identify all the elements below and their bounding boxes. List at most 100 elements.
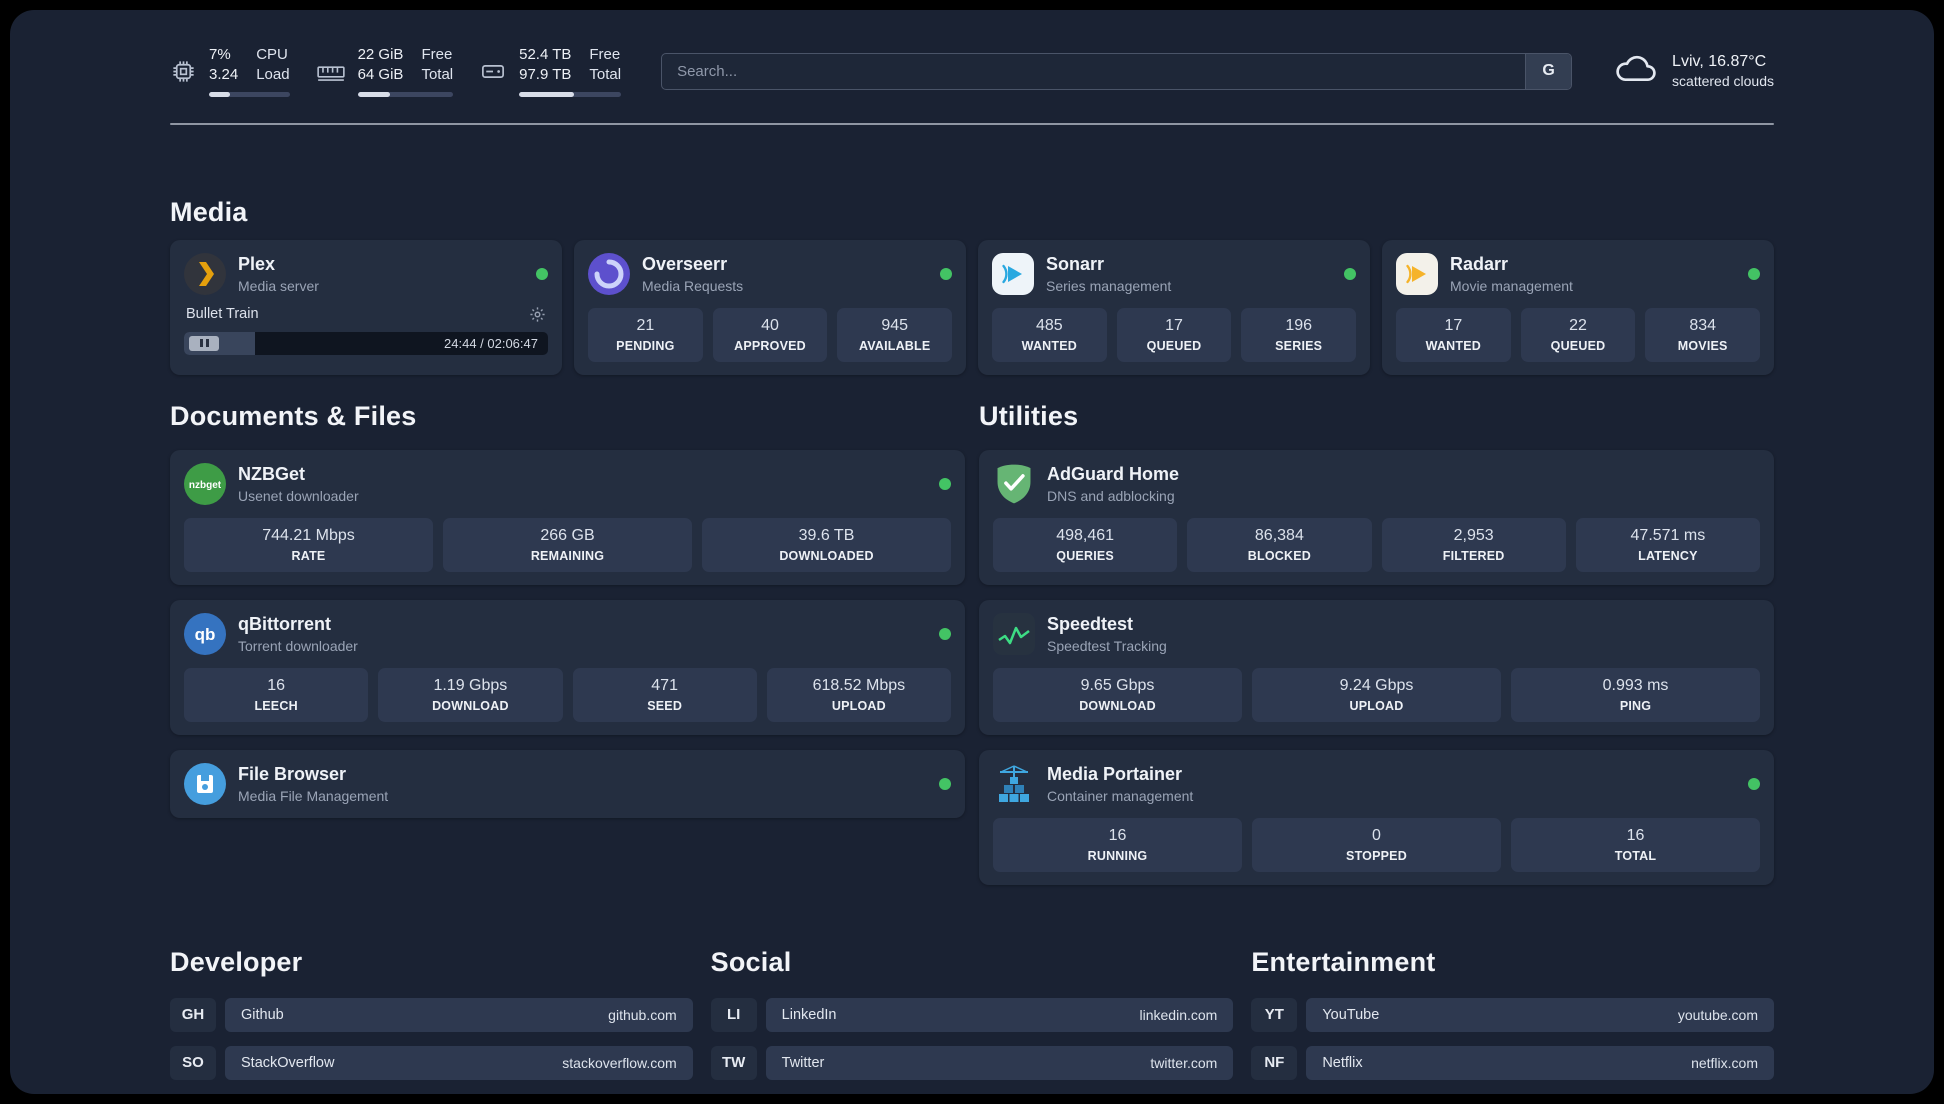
stat-label: APPROVED <box>734 338 806 353</box>
status-dot <box>1344 267 1356 280</box>
app-card-speedtest[interactable]: Speedtest Speedtest Tracking 9.65 Gbps D… <box>979 599 1774 735</box>
app-meta: Media Portainer Container management <box>1047 764 1193 804</box>
stat-label: LATENCY <box>1638 548 1698 563</box>
stat-label: QUERIES <box>1056 548 1114 563</box>
stat-latency: 47.571 ms LATENCY <box>1575 517 1760 572</box>
stat-label: WANTED <box>1425 338 1482 353</box>
utilities-cards: AdGuard Home DNS and adblocking 498,461 … <box>979 449 1774 885</box>
app-meta: Speedtest Speedtest Tracking <box>1047 614 1167 654</box>
adguard-icon <box>993 463 1035 505</box>
disk-metric: 52.4 TB Free 97.9 TB Total <box>479 46 622 97</box>
app-name: Media Portainer <box>1047 763 1183 784</box>
stats-row: 9.65 Gbps DOWNLOAD 9.24 Gbps UPLOAD 0.99… <box>993 667 1760 722</box>
app-name: qBittorrent <box>238 613 331 634</box>
app-card-plex[interactable]: Plex Media server Bullet Train <box>170 239 562 375</box>
section-social: Social LI LinkedIn linkedin.com TW Twitt… <box>710 947 1234 1095</box>
cpu-usage-bar-fill <box>209 91 230 97</box>
stat-movies: 834 MOVIES <box>1645 307 1761 362</box>
status-dot <box>1748 267 1760 280</box>
app-name: Speedtest <box>1047 613 1134 634</box>
app-meta: Overseerr Media Requests <box>642 254 743 294</box>
bookmark-name: YouTube <box>1322 1006 1380 1023</box>
stat-label: STOPPED <box>1346 848 1407 863</box>
app-card-portainer[interactable]: Media Portainer Container management 16 … <box>979 749 1774 885</box>
stat-running: 16 RUNNING <box>993 817 1242 872</box>
stat-value: 2,953 <box>1453 526 1494 544</box>
app-card-sonarr[interactable]: Sonarr Series management 485 WANTED 17 Q… <box>978 239 1370 375</box>
stat-value: 47.571 ms <box>1630 526 1706 544</box>
nzbget-icon: nzbget <box>184 462 226 505</box>
bookmark-reddit[interactable]: RE Reddit reddit.com <box>1251 1093 1774 1094</box>
disk-icon <box>479 58 507 85</box>
app-card-radarr[interactable]: Radarr Movie management 17 WANTED 22 QUE… <box>1382 239 1774 375</box>
stat-value: 498,461 <box>1056 526 1115 544</box>
stat-approved: 40 APPROVED <box>712 307 828 362</box>
stat-label: RUNNING <box>1087 848 1148 863</box>
app-card-overseerr[interactable]: Overseerr Media Requests 21 PENDING 40 A… <box>574 239 966 375</box>
cpu-load-label: Load <box>256 65 290 83</box>
bookmark-abbr: LI <box>710 997 757 1032</box>
card-header: nzbget NZBGet Usenet downloader <box>184 462 951 505</box>
stat-value: 196 <box>1285 316 1313 334</box>
bookmark-stackoverflow[interactable]: SO StackOverflow stackoverflow.com <box>170 1045 693 1080</box>
stat-label: RATE <box>291 548 326 563</box>
bookmark-youtube[interactable]: YT YouTube youtube.com <box>1251 997 1774 1032</box>
bookmark-abbr: TW <box>710 1045 757 1080</box>
bookmark-dev[interactable]: DT DEV dev.to <box>170 1093 693 1094</box>
stat-label: SEED <box>647 698 683 713</box>
stat-value: 266 GB <box>540 526 595 544</box>
bookmark-pill: Twitter twitter.com <box>765 1045 1234 1080</box>
app-name: Overseerr <box>642 253 728 274</box>
app-card-filebrowser[interactable]: File Browser Media File Management <box>170 749 965 818</box>
bookmark-name: Netflix <box>1322 1054 1363 1071</box>
bookmark-twitter[interactable]: TW Twitter twitter.com <box>710 1045 1234 1080</box>
app-meta: Sonarr Series management <box>1046 254 1171 294</box>
app-subtitle: Torrent downloader <box>238 637 358 654</box>
bookmark-linkedin[interactable]: LI LinkedIn linkedin.com <box>710 997 1234 1032</box>
stat-ping: 0.993 ms PING <box>1511 667 1760 722</box>
app-card-nzbget[interactable]: nzbget NZBGet Usenet downloader 74 <box>170 449 965 585</box>
stat-label: TOTAL <box>1614 848 1657 863</box>
cpu-usage-bar <box>209 91 290 97</box>
bookmark-github[interactable]: GH Github github.com <box>170 997 693 1032</box>
gear-icon[interactable] <box>529 306 546 323</box>
media-player-bar[interactable]: 24:44 / 02:06:47 <box>184 331 548 355</box>
stat-queued: 22 QUEUED <box>1520 307 1636 362</box>
bookmark-pill: DEV dev.to <box>225 1093 693 1094</box>
app-meta: Radarr Movie management <box>1450 254 1573 294</box>
app-card-qbittorrent[interactable]: qb qBittorrent Torrent downloader <box>170 599 965 735</box>
stat-value: 9.24 Gbps <box>1339 676 1414 694</box>
top-bar: 7% CPU 3.24 Load 22 GiB Free 6 <box>170 46 1774 97</box>
stat-value: 16 <box>1108 826 1127 844</box>
stat-value: 17 <box>1444 316 1463 334</box>
section-utilities: Utilities AdGuard Home <box>979 401 1774 885</box>
bookmark-netflix[interactable]: NF Netflix netflix.com <box>1251 1045 1774 1080</box>
pause-button[interactable] <box>189 335 219 351</box>
search-engine-button[interactable]: G <box>1525 53 1572 89</box>
bookmark-pill: Github github.com <box>225 997 693 1032</box>
cpu-load-value: 3.24 <box>209 65 239 83</box>
search-input[interactable] <box>662 53 1526 89</box>
bookmark-url: twitter.com <box>1150 1054 1218 1071</box>
bookmark-url: youtube.com <box>1677 1006 1758 1023</box>
bookmark-abbr: SO <box>170 1045 216 1080</box>
stat-value: 471 <box>651 676 678 694</box>
stat-total: 16 TOTAL <box>1511 817 1760 872</box>
stat-value: 39.6 TB <box>798 526 855 544</box>
app-subtitle: Media File Management <box>238 787 389 804</box>
documents-cards: nzbget NZBGet Usenet downloader 74 <box>170 449 965 818</box>
app-name: Sonarr <box>1046 253 1105 274</box>
section-entertainment: Entertainment YT YouTube youtube.com NF … <box>1251 947 1774 1094</box>
memory-free-value: 22 GiB <box>357 46 404 63</box>
bookmark-pill: LinkedIn linkedin.com <box>765 997 1234 1032</box>
weather-widget: Lviv, 16.87°C scattered clouds <box>1612 51 1774 92</box>
header-divider <box>170 122 1774 125</box>
bookmark-abbr: NF <box>1251 1045 1298 1080</box>
app-name: File Browser <box>238 763 347 784</box>
app-card-adguard[interactable]: AdGuard Home DNS and adblocking 498,461 … <box>979 449 1774 585</box>
bookmark-name: Twitter <box>781 1054 825 1071</box>
stat-downloaded: 39.6 TB DOWNLOADED <box>702 517 951 572</box>
bookmark-name: LinkedIn <box>781 1006 837 1023</box>
bookmark-url: github.com <box>608 1006 677 1023</box>
stat-label: UPLOAD <box>1349 698 1404 713</box>
